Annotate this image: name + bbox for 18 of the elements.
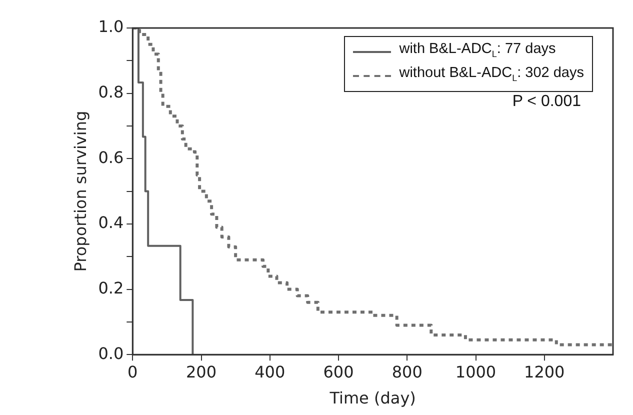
y-tick-label: 0.0: [98, 344, 124, 363]
x-tick-label: 800: [392, 362, 422, 382]
y-tick-label: 0.6: [98, 148, 124, 167]
y-tick-label: 0.4: [98, 213, 124, 232]
x-tick-label: 1000: [455, 362, 496, 382]
x-tick-label: 600: [323, 362, 354, 382]
y-tick-label: 0.8: [98, 82, 124, 102]
y-axis-title: Proportion surviving: [70, 110, 90, 272]
x-tick-label: 1200: [524, 362, 565, 382]
legend-label: with B&L-ADC$_{L}$: 77 days: [399, 40, 556, 61]
annotation: P < 0.001: [512, 93, 582, 110]
y-tick-label: 1.0: [98, 17, 124, 36]
legend-label: without B&L-ADC$_{L}$: 302 days: [399, 64, 584, 85]
x-tick-label: 400: [254, 362, 286, 382]
x-tick-label: 200: [186, 362, 217, 382]
x-axis-title: Time (day): [328, 388, 416, 408]
y-tick-label: 0.2: [98, 278, 124, 298]
x-tick-label: 0: [128, 362, 138, 382]
